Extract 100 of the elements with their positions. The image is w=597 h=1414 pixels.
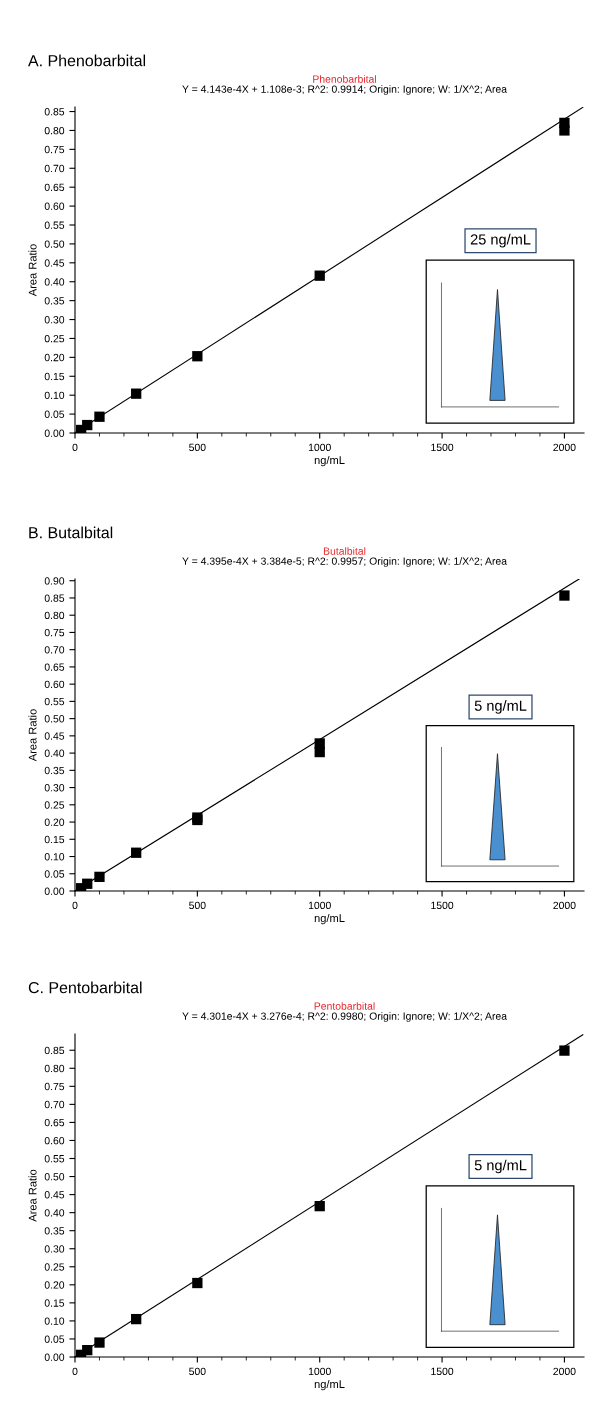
y-tick-label: 0.55 xyxy=(44,1155,65,1163)
y-tick-label: 0.10 xyxy=(44,853,65,861)
y-tick-label: 0.85 xyxy=(44,594,65,602)
chart-subtitle: Butalbital xyxy=(323,547,366,555)
y-tick-label: 0.75 xyxy=(44,1082,65,1091)
chart-subtitle: Phenobarbital xyxy=(313,75,376,83)
x-tick-label: 1500 xyxy=(431,443,454,452)
y-tick-label: 0.75 xyxy=(44,145,65,154)
x-tick-label: 1000 xyxy=(308,443,331,452)
y-tick-label: 0.20 xyxy=(44,818,65,826)
y-tick-label: 0.05 xyxy=(44,410,65,418)
y-tick-label: 0.25 xyxy=(44,1263,65,1271)
y-tick-label: 0.80 xyxy=(44,1064,65,1073)
point xyxy=(559,125,570,136)
y-tick-label: 0.20 xyxy=(44,353,65,362)
y-tick-label: 0.30 xyxy=(44,1245,65,1253)
x-tick-label: 1500 xyxy=(431,1367,454,1376)
y-tick-label: 0.55 xyxy=(44,221,65,229)
y-tick-label: 0.15 xyxy=(44,835,65,844)
annotation: 25 ng/mL xyxy=(470,233,531,248)
y-tick-label: 0.15 xyxy=(44,1299,65,1307)
point xyxy=(94,1337,105,1348)
point xyxy=(314,270,325,281)
chart-subtitle: Pentobarbital xyxy=(314,1002,375,1010)
point xyxy=(131,388,142,399)
y-tick-label: 0.00 xyxy=(44,1353,65,1361)
y-tick-label: 0.40 xyxy=(44,1209,65,1217)
y-tick-label: 0.10 xyxy=(44,391,65,400)
y-tick-label: 0.35 xyxy=(44,297,65,305)
y-tick-label: 0.80 xyxy=(44,126,65,135)
point xyxy=(131,1313,142,1325)
point xyxy=(82,878,93,889)
x-axis-title: ng/mL xyxy=(314,913,345,925)
point xyxy=(82,419,93,431)
y-tick-label: 0.70 xyxy=(44,1100,65,1109)
y-tick-label: 0.60 xyxy=(44,1136,65,1145)
y-tick-label: 0.35 xyxy=(44,1227,65,1235)
x-tick-label: 1000 xyxy=(308,1367,331,1376)
point xyxy=(192,1277,203,1289)
point xyxy=(559,1045,570,1056)
y-tick-label: 0.45 xyxy=(44,259,65,267)
annotation: 5 ng/mL xyxy=(474,700,527,714)
chart-title: C. Pentobarbital xyxy=(28,981,142,994)
y-tick-label: 0.25 xyxy=(44,801,65,809)
y-tick-label: 0.00 xyxy=(44,429,65,437)
y-tick-label: 0.70 xyxy=(44,164,65,173)
y-tick-label: 0.80 xyxy=(44,611,65,620)
y-tick-label: 0.85 xyxy=(44,108,65,116)
x-tick-label: 1500 xyxy=(431,901,454,910)
y-tick-label: 0.50 xyxy=(44,1173,65,1181)
y-tick-label: 0.35 xyxy=(44,766,65,775)
x-tick-label: 500 xyxy=(189,443,206,452)
chart-title: A. Phenobarbital xyxy=(28,54,146,67)
text: Y = 4.143e-4X + 1.108e-3; R^2: 0.9914; Origin: Ignore; W: 1/X^2; Area xyxy=(182,85,508,95)
point xyxy=(131,847,142,858)
y-tick-label: 0.00 xyxy=(44,887,65,895)
y-tick-label: 0.40 xyxy=(44,749,65,757)
y-tick-label: 0.50 xyxy=(44,715,65,723)
point xyxy=(559,590,570,601)
y-axis-title: Area Ratio xyxy=(28,1169,37,1222)
x-tick-label: 2000 xyxy=(553,901,576,910)
y-tick-label: 0.40 xyxy=(44,278,65,286)
y-tick-label: 0.20 xyxy=(44,1281,65,1289)
x-axis-title: ng/mL xyxy=(314,1379,345,1391)
y-tick-label: 0.65 xyxy=(44,663,65,671)
point xyxy=(94,411,105,422)
y-tick-label: 0.45 xyxy=(44,1191,65,1199)
y-tick-label: 0.60 xyxy=(44,680,65,689)
point xyxy=(94,871,105,883)
y-axis-title: Area Ratio xyxy=(28,244,37,297)
y-tick-label: 0.70 xyxy=(44,646,65,654)
point xyxy=(82,1344,93,1356)
point xyxy=(314,746,325,758)
y-tick-label: 0.45 xyxy=(44,732,65,740)
y-tick-label: 0.55 xyxy=(44,697,65,706)
x-tick-label: 2000 xyxy=(553,443,576,452)
y-tick-label: 0.30 xyxy=(44,784,65,792)
y-tick-label: 0.85 xyxy=(44,1046,65,1055)
y-tick-label: 0.65 xyxy=(44,1118,65,1127)
y-tick-label: 0.10 xyxy=(44,1317,65,1325)
point xyxy=(314,1201,325,1212)
x-tick-label: 500 xyxy=(189,1367,206,1376)
x-tick-label: 0 xyxy=(72,1367,78,1376)
y-tick-label: 0.30 xyxy=(44,316,65,324)
y-tick-label: 0.25 xyxy=(44,334,65,343)
text: Y = 4.301e-4X + 3.276e-4; R^2: 0.9980; Origin: Ignore; W: 1/X^2; Area xyxy=(182,1012,508,1022)
y-tick-label: 0.90 xyxy=(44,577,65,585)
y-tick-label: 0.05 xyxy=(44,1335,65,1343)
y-tick-label: 0.60 xyxy=(44,202,65,210)
annotation: 5 ng/mL xyxy=(474,1159,527,1174)
x-tick-label: 1000 xyxy=(308,901,331,910)
x-tick-label: 2000 xyxy=(553,1367,576,1376)
x-tick-label: 0 xyxy=(72,443,78,452)
x-tick-label: 0 xyxy=(72,901,78,910)
y-tick-label: 0.15 xyxy=(44,372,65,381)
y-tick-label: 0.50 xyxy=(44,240,65,248)
chart-title: B. Butalbital xyxy=(29,526,113,539)
y-tick-label: 0.65 xyxy=(44,183,65,192)
x-axis-title: ng/mL xyxy=(314,455,345,467)
y-axis-title: Area Ratio xyxy=(28,709,37,762)
